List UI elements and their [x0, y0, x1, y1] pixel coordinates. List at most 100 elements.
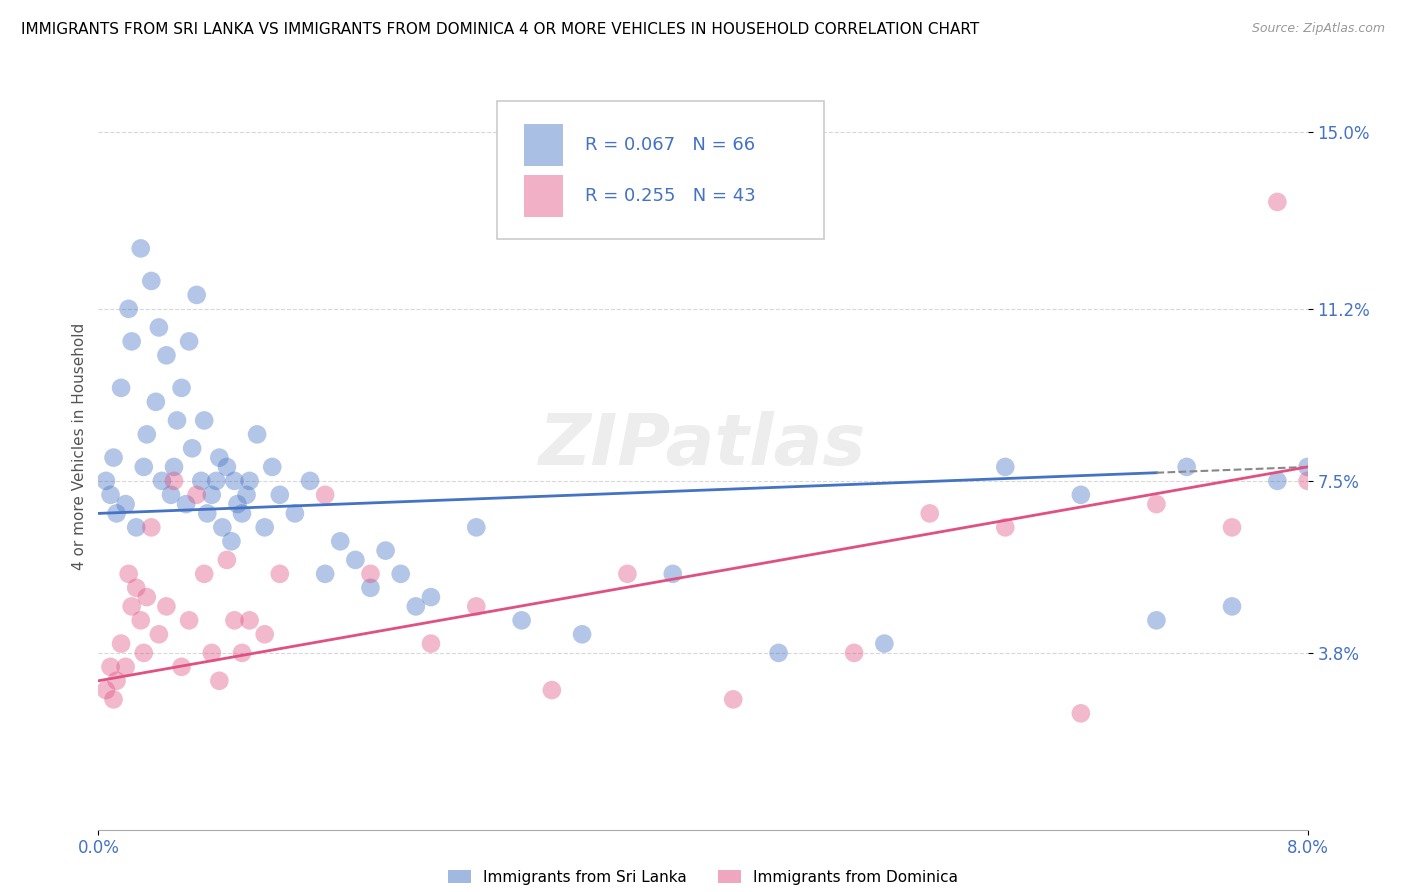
Point [129, 613, 152, 627]
Point [918, 507, 941, 521]
Point [314, 488, 336, 502]
Point [1296, 459, 1319, 474]
Point [215, 459, 238, 474]
Text: R = 0.067   N = 66: R = 0.067 N = 66 [585, 136, 755, 154]
Point [873, 637, 896, 651]
Point [94, 474, 117, 488]
Point [510, 613, 533, 627]
Point [179, 334, 201, 349]
Point [211, 520, 233, 534]
Point [114, 660, 136, 674]
Point [160, 488, 183, 502]
Point [269, 566, 291, 581]
Point [155, 348, 177, 362]
Point [360, 566, 382, 581]
Point [94, 683, 117, 698]
Point [148, 627, 170, 641]
Point [571, 627, 593, 641]
Point [1175, 459, 1198, 474]
Point [420, 637, 443, 651]
Point [221, 534, 243, 549]
FancyBboxPatch shape [498, 101, 824, 239]
Point [253, 627, 276, 641]
Point [262, 459, 284, 474]
Point [205, 474, 228, 488]
Point [163, 459, 186, 474]
Point [208, 673, 231, 688]
Point [100, 660, 122, 674]
Point [405, 599, 427, 614]
Point [129, 241, 152, 255]
Point [105, 673, 128, 688]
Point [994, 459, 1017, 474]
Point [141, 274, 163, 288]
Point [1220, 599, 1243, 614]
Point [105, 507, 128, 521]
Point [135, 427, 157, 442]
Point [150, 474, 173, 488]
Point [661, 566, 683, 581]
Point [1070, 706, 1092, 721]
Point [166, 413, 188, 427]
Point [135, 590, 157, 604]
Point [1070, 488, 1092, 502]
Point [1146, 613, 1168, 627]
Point [155, 599, 177, 614]
Point [224, 474, 246, 488]
Point [121, 599, 143, 614]
Point [103, 692, 125, 706]
Point [110, 381, 132, 395]
Point [329, 534, 352, 549]
Point [246, 427, 269, 442]
Y-axis label: 4 or more Vehicles in Household: 4 or more Vehicles in Household [72, 322, 87, 570]
Point [226, 497, 249, 511]
Point [163, 474, 186, 488]
Point [253, 520, 276, 534]
Point [100, 488, 122, 502]
Point [1220, 520, 1243, 534]
Point [118, 301, 141, 316]
Point [299, 474, 322, 488]
Point [193, 413, 215, 427]
Point [723, 692, 745, 706]
Point [118, 566, 141, 581]
Point [344, 553, 367, 567]
Point [110, 637, 132, 651]
Point [201, 646, 224, 660]
Point [235, 488, 257, 502]
Point [540, 683, 562, 698]
FancyBboxPatch shape [524, 175, 562, 218]
Point [193, 566, 215, 581]
Point [360, 581, 382, 595]
Point [195, 507, 218, 521]
Point [239, 474, 262, 488]
Point [170, 660, 193, 674]
Point [186, 288, 208, 302]
Legend: Immigrants from Sri Lanka, Immigrants from Dominica: Immigrants from Sri Lanka, Immigrants fr… [441, 863, 965, 891]
Text: R = 0.255   N = 43: R = 0.255 N = 43 [585, 187, 755, 205]
Point [121, 334, 143, 349]
Text: ZIPatlas: ZIPatlas [540, 411, 866, 481]
Point [125, 520, 148, 534]
Point [1267, 194, 1289, 209]
Text: IMMIGRANTS FROM SRI LANKA VS IMMIGRANTS FROM DOMINICA 4 OR MORE VEHICLES IN HOUS: IMMIGRANTS FROM SRI LANKA VS IMMIGRANTS … [21, 22, 980, 37]
Point [190, 474, 212, 488]
Point [1146, 497, 1168, 511]
Text: Source: ZipAtlas.com: Source: ZipAtlas.com [1251, 22, 1385, 36]
Point [141, 520, 163, 534]
Point [181, 442, 204, 456]
Point [465, 520, 488, 534]
Point [239, 613, 262, 627]
Point [145, 394, 167, 409]
Point [1267, 474, 1289, 488]
Point [208, 450, 231, 465]
Point [269, 488, 291, 502]
Point [284, 507, 307, 521]
Point [231, 646, 253, 660]
Point [231, 507, 253, 521]
Point [103, 450, 125, 465]
Point [465, 599, 488, 614]
Point [201, 488, 224, 502]
Point [148, 320, 170, 334]
Point [224, 613, 246, 627]
